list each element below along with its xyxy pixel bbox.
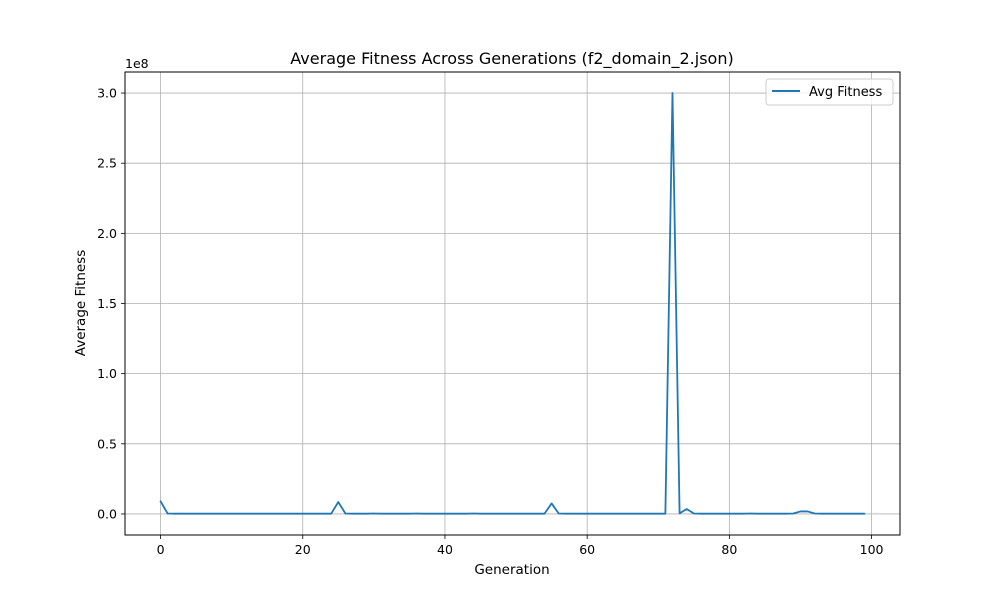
legend: Avg Fitness xyxy=(765,78,894,106)
x-axis-label: Generation xyxy=(474,562,549,578)
x-tick-label: 60 xyxy=(579,542,595,557)
x-tick-label: 100 xyxy=(860,542,884,557)
y-axis-offset-label: 1e8 xyxy=(125,56,149,71)
series-layer xyxy=(159,92,866,515)
legend-label: Avg Fitness xyxy=(809,85,882,100)
y-tick-label: 0.0 xyxy=(97,506,117,521)
x-tick-label: 20 xyxy=(295,542,311,557)
y-tick-label: 1.5 xyxy=(97,296,117,311)
x-axis-ticks: 0 20 40 60 80 100 xyxy=(157,535,884,557)
y-tick-label: 2.5 xyxy=(97,156,117,171)
y-axis-ticks: 0.0 0.5 1.0 1.5 2.0 2.5 3.0 xyxy=(97,86,125,521)
x-tick-label: 40 xyxy=(437,542,453,557)
chart-title: Average Fitness Across Generations (f2_d… xyxy=(290,49,733,69)
y-axis-label: Average Fitness xyxy=(73,250,89,356)
series-line-avg-fitness xyxy=(159,92,866,515)
x-tick-label: 0 xyxy=(157,542,165,557)
x-tick-label: 80 xyxy=(721,542,737,557)
y-tick-label: 3.0 xyxy=(97,86,117,101)
y-tick-label: 0.5 xyxy=(97,436,117,451)
legend-box xyxy=(765,78,894,106)
y-tick-label: 1.0 xyxy=(97,366,117,381)
y-tick-label: 2.0 xyxy=(97,226,117,241)
